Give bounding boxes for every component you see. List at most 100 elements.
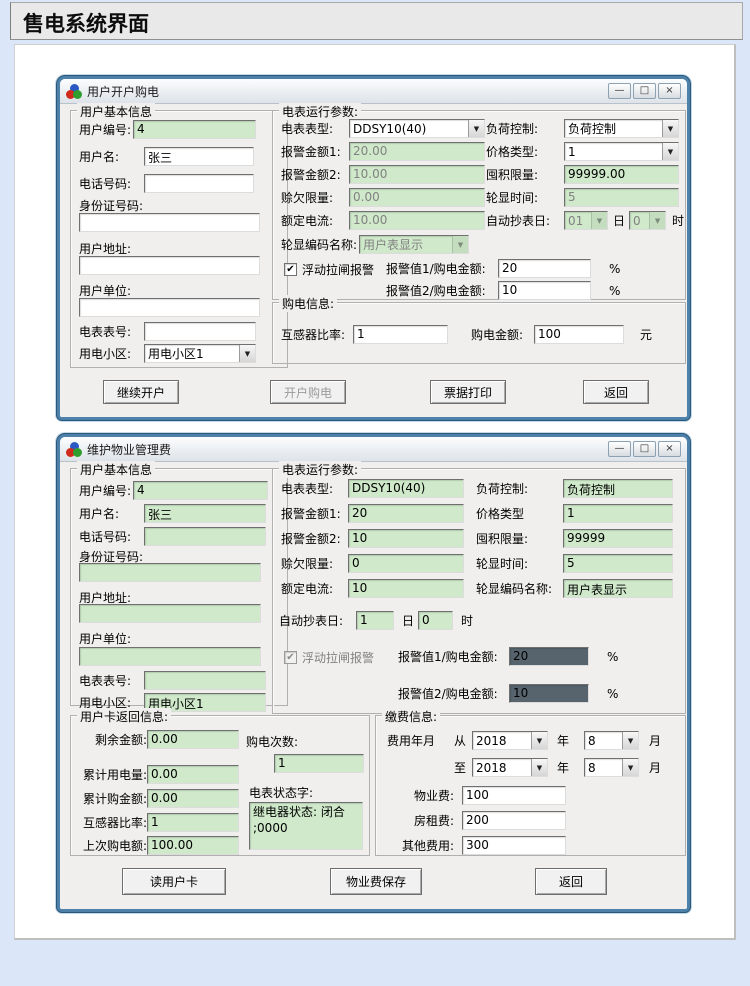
fee-period-label: 费用年月 [387,734,436,748]
chevron-down-icon[interactable]: ▼ [239,345,255,362]
ct-ratio-input[interactable]: 1 [147,813,239,832]
close-icon[interactable]: × [658,441,681,457]
alarm-ratio1-input[interactable]: 20 [498,259,591,278]
id-card-input[interactable] [79,563,261,582]
alarm2-input[interactable]: 10 [348,529,464,548]
group-payment-info: 缴费信息: 费用年月 从 2018 ▼ 年 8 ▼ 月 至 2018 [375,708,686,856]
auto-read-day-select[interactable]: 01 ▼ [564,211,608,230]
float-alarm-checkbox[interactable]: ✔ [284,263,297,276]
total-energy-input[interactable]: 0.00 [147,765,239,784]
load-ctrl-select[interactable]: 负荷控制 ▼ [564,119,679,138]
alarm2-input[interactable]: 10.00 [349,165,485,184]
cycle-code-select[interactable]: 用户表显示 ▼ [359,235,469,254]
other-fee-input[interactable]: 300 [462,836,566,855]
month-unit: 月 [649,761,662,775]
purchase-times-input[interactable]: 1 [274,754,364,773]
close-icon[interactable]: × [658,83,681,99]
price-type-select[interactable]: 1 ▼ [564,142,679,161]
chevron-down-icon[interactable]: ▼ [468,120,484,137]
user-id-input[interactable]: 4 [133,481,268,500]
rated-current-input[interactable]: 10 [348,579,464,598]
price-type-value: 1 [568,144,576,159]
chevron-down-icon[interactable]: ▼ [662,143,678,160]
hoard-limit-input[interactable]: 99999.00 [564,165,679,184]
rated-current-input[interactable]: 10.00 [349,211,485,230]
alarm-ratio1-input[interactable]: 20 [509,647,589,666]
cycle-code-input[interactable]: 用户表显示 [563,579,673,598]
alarm-ratio2-input[interactable]: 10 [498,281,591,300]
address-input[interactable] [79,604,261,623]
day-unit: 日 [613,214,626,228]
float-alarm-checkbox[interactable]: ✔ [284,651,297,664]
alarm1-input[interactable]: 20 [348,504,464,523]
meter-status-box[interactable]: 继电器状态: 闭合 ;0000 [249,802,363,850]
print-ticket-button[interactable]: 票据打印 [430,380,506,404]
chevron-down-icon[interactable]: ▼ [531,759,547,776]
from-month-select[interactable]: 8 ▼ [584,731,640,750]
user-id-label: 用户编号: [79,484,132,498]
chevron-down-icon[interactable]: ▼ [591,212,607,229]
phone-input[interactable] [144,527,266,546]
cycle-time-input[interactable]: 5 [564,188,679,207]
district-select[interactable]: 用电小区1 ▼ [144,344,256,363]
district-label: 用电小区: [79,347,132,361]
hoard-limit-input[interactable]: 99999 [563,529,673,548]
purchase-times-label: 购电次数: [246,735,299,749]
alarm-ratio2-input[interactable]: 10 [509,684,589,703]
load-ctrl-label: 负荷控制: [476,482,529,496]
auto-read-hour-input[interactable]: 0 [418,611,454,630]
chevron-down-icon[interactable]: ▼ [622,759,639,776]
minimize-icon[interactable]: — [608,83,631,99]
total-purchase-input[interactable]: 0.00 [147,789,239,808]
user-id-input[interactable]: 4 [133,120,256,139]
purchase-amount-input[interactable]: 100 [534,325,624,344]
price-type-label: 价格类型 [476,507,525,521]
unit-input[interactable] [79,298,260,317]
auto-read-day-input[interactable]: 1 [356,611,394,630]
alarm1-input[interactable]: 20.00 [349,142,485,161]
titlebar-property-fee[interactable]: 维护物业管理费 — □ × [60,437,687,462]
unit-input[interactable] [79,647,261,666]
maximize-icon[interactable]: □ [633,83,656,99]
open-purchase-button[interactable]: 开户购电 [270,380,346,404]
to-year-select[interactable]: 2018 ▼ [472,758,548,777]
remain-amount-input[interactable]: 0.00 [147,730,239,749]
address-input[interactable] [79,256,260,275]
load-ctrl-input[interactable]: 负荷控制 [563,479,673,498]
continue-open-button[interactable]: 继续开户 [103,380,179,404]
remain-amount-label: 剩余金额: [94,733,147,747]
minimize-icon[interactable]: — [608,441,631,457]
chevron-down-icon[interactable]: ▼ [662,120,678,137]
credit-limit-input[interactable]: 0 [348,554,464,573]
auto-read-hour-select[interactable]: 0 ▼ [629,211,667,230]
user-name-input[interactable]: 张三 [144,147,254,166]
price-type-input[interactable]: 1 [563,504,673,523]
maximize-icon[interactable]: □ [633,441,656,457]
back-button[interactable]: 返回 [535,868,607,895]
ct-ratio-input[interactable]: 1 [353,325,448,344]
back-button[interactable]: 返回 [583,380,649,404]
from-year-select[interactable]: 2018 ▼ [472,731,548,750]
id-card-input[interactable] [79,213,260,232]
property-fee-input[interactable]: 100 [462,786,566,805]
last-purchase-input[interactable]: 100.00 [147,836,239,855]
chevron-down-icon[interactable]: ▼ [649,212,666,229]
user-name-input[interactable]: 张三 [144,504,266,523]
meter-no-input[interactable] [144,322,256,341]
unit-label: 用户单位: [79,632,132,646]
meter-type-select[interactable]: DDSY10(40) ▼ [349,119,485,138]
cycle-time-input[interactable]: 5 [563,554,673,573]
chevron-down-icon[interactable]: ▼ [622,732,639,749]
rent-fee-input[interactable]: 200 [462,811,566,830]
to-month-select[interactable]: 8 ▼ [584,758,640,777]
phone-input[interactable] [144,174,254,193]
read-card-button[interactable]: 读用户卡 [122,868,226,895]
meter-type-input[interactable]: DDSY10(40) [348,479,464,498]
chevron-down-icon[interactable]: ▼ [452,236,468,253]
district-input[interactable]: 用电小区1 [144,693,266,712]
chevron-down-icon[interactable]: ▼ [531,732,547,749]
save-property-fee-button[interactable]: 物业费保存 [330,868,422,895]
titlebar-open-account[interactable]: 用户开户购电 — □ × [60,79,687,104]
credit-limit-input[interactable]: 0.00 [349,188,485,207]
meter-no-input[interactable] [144,671,266,690]
